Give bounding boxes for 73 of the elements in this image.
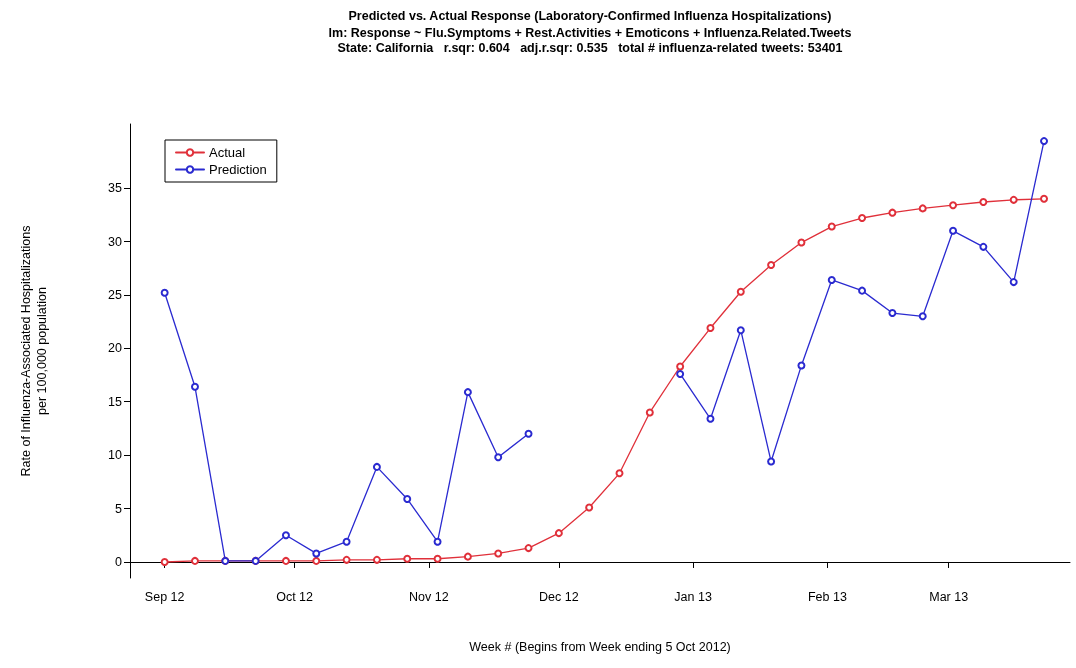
point (372, 555, 381, 564)
point (767, 457, 776, 466)
point (706, 414, 715, 423)
point (979, 197, 988, 206)
x-tick-label: Feb 13 (807, 589, 847, 604)
point (281, 556, 290, 565)
y-tick-label: 10 (108, 448, 123, 463)
chart-subtitle: lm: Response ~ Flu.Symptoms + Rest.Activities + Emoticons + Influenza.Related.Tweets State: California r.sqr: 0.604 adj.r.sqr: 0.535 total # influenza-related tweets: 53401 (328, 25, 852, 55)
point (1040, 194, 1049, 203)
point (403, 554, 412, 563)
y-tick-label: 35 (108, 181, 123, 196)
chart-title: Predicted vs. Actual Response (Laboratory-Confirmed Influenza Hospitalizations) (348, 8, 832, 23)
point (676, 362, 685, 371)
x-tick-label: Jan 13 (674, 589, 712, 604)
point (190, 382, 199, 391)
point (372, 462, 381, 471)
point (494, 453, 503, 462)
point (1009, 278, 1018, 287)
y-tick-label: 5 (115, 501, 123, 516)
point (433, 554, 442, 563)
x-tick-label: Sep 12 (144, 589, 185, 604)
point (554, 529, 563, 538)
point (888, 309, 897, 318)
y-tick-label: 15 (108, 394, 123, 409)
y-tick-label: 0 (115, 554, 123, 569)
x-tick-label: Mar 13 (929, 589, 969, 604)
point (494, 549, 503, 558)
point (615, 469, 624, 478)
point (524, 429, 533, 438)
y-tick-label: 30 (108, 234, 123, 249)
point (827, 275, 836, 284)
point (918, 312, 927, 321)
y-axis-title: Rate of Influenza-Associated Hospitalizations per 100,000 population (19, 225, 49, 477)
point (858, 286, 867, 295)
point (342, 537, 351, 546)
point (918, 204, 927, 213)
x-tick-label: Nov 12 (409, 589, 449, 604)
point (463, 388, 472, 397)
point (706, 324, 715, 333)
point (736, 326, 745, 335)
point (888, 208, 897, 217)
legend-label: Actual (209, 145, 246, 160)
point (312, 549, 321, 558)
y-tick-label: 25 (108, 287, 123, 302)
point (979, 242, 988, 251)
point (949, 201, 958, 210)
point (676, 369, 685, 378)
y-tick-label: 20 (108, 341, 123, 356)
point (160, 557, 169, 566)
point (585, 503, 594, 512)
point (767, 261, 776, 270)
point (160, 288, 169, 297)
point (342, 555, 351, 564)
point (797, 238, 806, 247)
x-tick-label: Oct 12 (276, 589, 314, 604)
point (463, 552, 472, 561)
point (827, 222, 836, 231)
point (645, 408, 654, 417)
x-axis-title: Week # (Begins from Week ending 5 Oct 2012) (469, 639, 731, 654)
point (281, 531, 290, 540)
point (1040, 137, 1049, 146)
point (312, 556, 321, 565)
point (949, 226, 958, 235)
point (736, 287, 745, 296)
point (797, 361, 806, 370)
point (403, 494, 412, 503)
legend-label: Prediction (209, 162, 267, 177)
point (190, 556, 199, 565)
point (433, 537, 442, 546)
point (858, 214, 867, 222)
point (1009, 195, 1018, 204)
point (524, 544, 533, 553)
x-tick-label: Dec 12 (539, 589, 579, 604)
